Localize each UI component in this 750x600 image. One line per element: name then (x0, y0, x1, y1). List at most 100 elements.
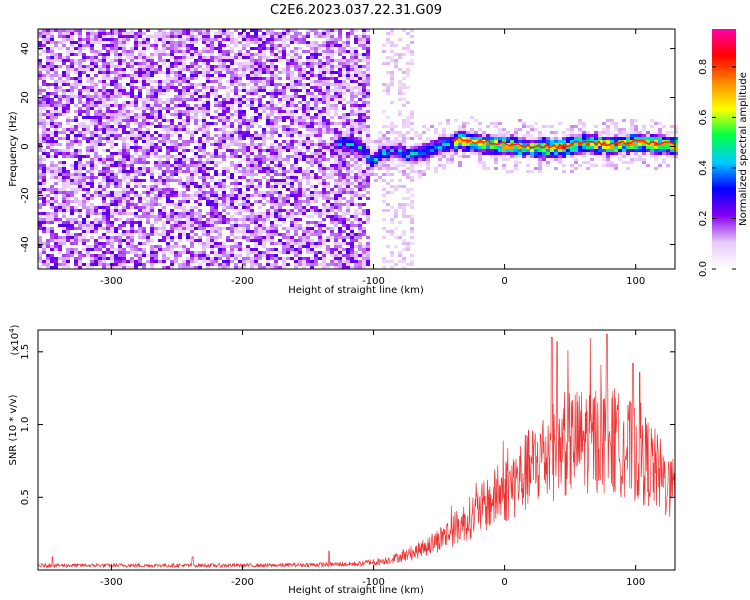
spectrogram-cell (290, 224, 294, 227)
spectrogram-cell (282, 68, 286, 71)
spectrogram-cell (66, 53, 70, 56)
spectrogram-cell (214, 257, 218, 260)
spectrogram-cell (202, 122, 206, 125)
spectrogram-cell (206, 137, 210, 140)
spectrogram-cell (274, 92, 278, 95)
spectrogram-cell (218, 68, 222, 71)
spectrogram-cell (382, 149, 386, 152)
spectrogram-cell (138, 116, 142, 119)
spectrogram-cell (342, 239, 346, 242)
spectrogram-cell (286, 230, 290, 233)
spectrogram-cell (278, 71, 282, 74)
spectrogram-cell (134, 122, 138, 125)
spectrogram-cell (58, 113, 62, 116)
spectrogram-cell (366, 155, 370, 158)
spectrogram-cell (282, 110, 286, 113)
spectrogram-cell (142, 233, 146, 236)
spectrogram-cell (258, 224, 262, 227)
spectrogram-cell (70, 32, 74, 35)
spectrogram-cell (42, 50, 46, 53)
spectrogram-cell (218, 245, 222, 248)
spectrogram-cell (302, 86, 306, 89)
spectrogram-cell (162, 215, 166, 218)
spectrogram-cell (94, 92, 98, 95)
spectrogram-cell (82, 137, 86, 140)
spectrogram-cell (54, 110, 58, 113)
spectrogram-cell (106, 140, 110, 143)
spectrogram-cell (198, 110, 202, 113)
spectrogram-cell (398, 68, 402, 71)
spectrogram-cell (186, 194, 190, 197)
spectrogram-cell (318, 257, 322, 260)
spectrogram-cell (390, 266, 394, 269)
spectrogram-cell (110, 47, 114, 50)
spectrogram-cell (366, 176, 370, 179)
spectrogram-cell (366, 47, 370, 50)
spectrogram-cell (362, 155, 366, 158)
spectrogram-cell (334, 263, 338, 266)
spectrogram-cell (210, 176, 214, 179)
spectrogram-cell (222, 218, 226, 221)
spectrogram-cell (314, 122, 318, 125)
spectrogram-cell (314, 209, 318, 212)
spectrogram-cell (286, 170, 290, 173)
spectrogram-cell (166, 35, 170, 38)
spectrogram-cell (38, 113, 42, 116)
spectrogram-cell (298, 56, 302, 59)
spectrogram-cell (294, 218, 298, 221)
spectrogram-cell (186, 224, 190, 227)
spectrogram-cell (38, 266, 42, 269)
spectrogram-cell (298, 89, 302, 92)
spectrogram-cell (290, 38, 294, 41)
spectrogram-cell (314, 149, 318, 152)
spectrogram-cell (294, 161, 298, 164)
spectrogram-cell (98, 134, 102, 137)
spectrogram-cell (202, 140, 206, 143)
spectrogram-cell (54, 149, 58, 152)
spectrogram-cell (218, 50, 222, 53)
spectrogram-cell (254, 53, 258, 56)
spectrogram-cell (190, 47, 194, 50)
spectrogram-cell (334, 38, 338, 41)
spectrogram-cell (86, 200, 90, 203)
spectrogram-cell (278, 179, 282, 182)
spectrogram-cell (382, 152, 386, 155)
spectrogram-cell (246, 128, 250, 131)
spectrogram-cell (162, 248, 166, 251)
spectrogram-cell (126, 125, 130, 128)
spectrogram-cell (98, 185, 102, 188)
spectrogram-cell (210, 74, 214, 77)
spectrogram-cell (234, 86, 238, 89)
spectrogram-cell (58, 179, 62, 182)
spectrogram-cell (198, 143, 202, 146)
spectrogram-cell (70, 176, 74, 179)
spectrogram-cell (166, 119, 170, 122)
spectrogram-cell (154, 182, 158, 185)
spectrogram-cell (242, 143, 246, 146)
spectrogram-cell (190, 158, 194, 161)
spectrogram-cell (106, 128, 110, 131)
spectrogram-cell (350, 194, 354, 197)
spectrogram-cell (114, 173, 118, 176)
spectrogram-cell (266, 233, 270, 236)
spectrogram-cell (122, 161, 126, 164)
spectrogram-cell (318, 131, 322, 134)
spectrogram-cell (106, 113, 110, 116)
spectrogram-cell (234, 98, 238, 101)
spectrogram-cell (302, 107, 306, 110)
spectrogram-cell (318, 212, 322, 215)
spectrogram-cell (270, 53, 274, 56)
spectrogram-cell (206, 140, 210, 143)
spectrogram-cell (214, 110, 218, 113)
spectrogram-cell (178, 77, 182, 80)
spectrogram-cell (222, 128, 226, 131)
spectrogram-cell (174, 242, 178, 245)
spectrogram-cell (218, 29, 222, 32)
spectrogram-cell (186, 56, 190, 59)
spectrogram-cell (78, 257, 82, 260)
spectrogram-cell (338, 65, 342, 68)
spectrogram-cell (290, 104, 294, 107)
spectrogram-cell (102, 104, 106, 107)
spectrogram-cell (174, 212, 178, 215)
spectrogram-cell (270, 125, 274, 128)
